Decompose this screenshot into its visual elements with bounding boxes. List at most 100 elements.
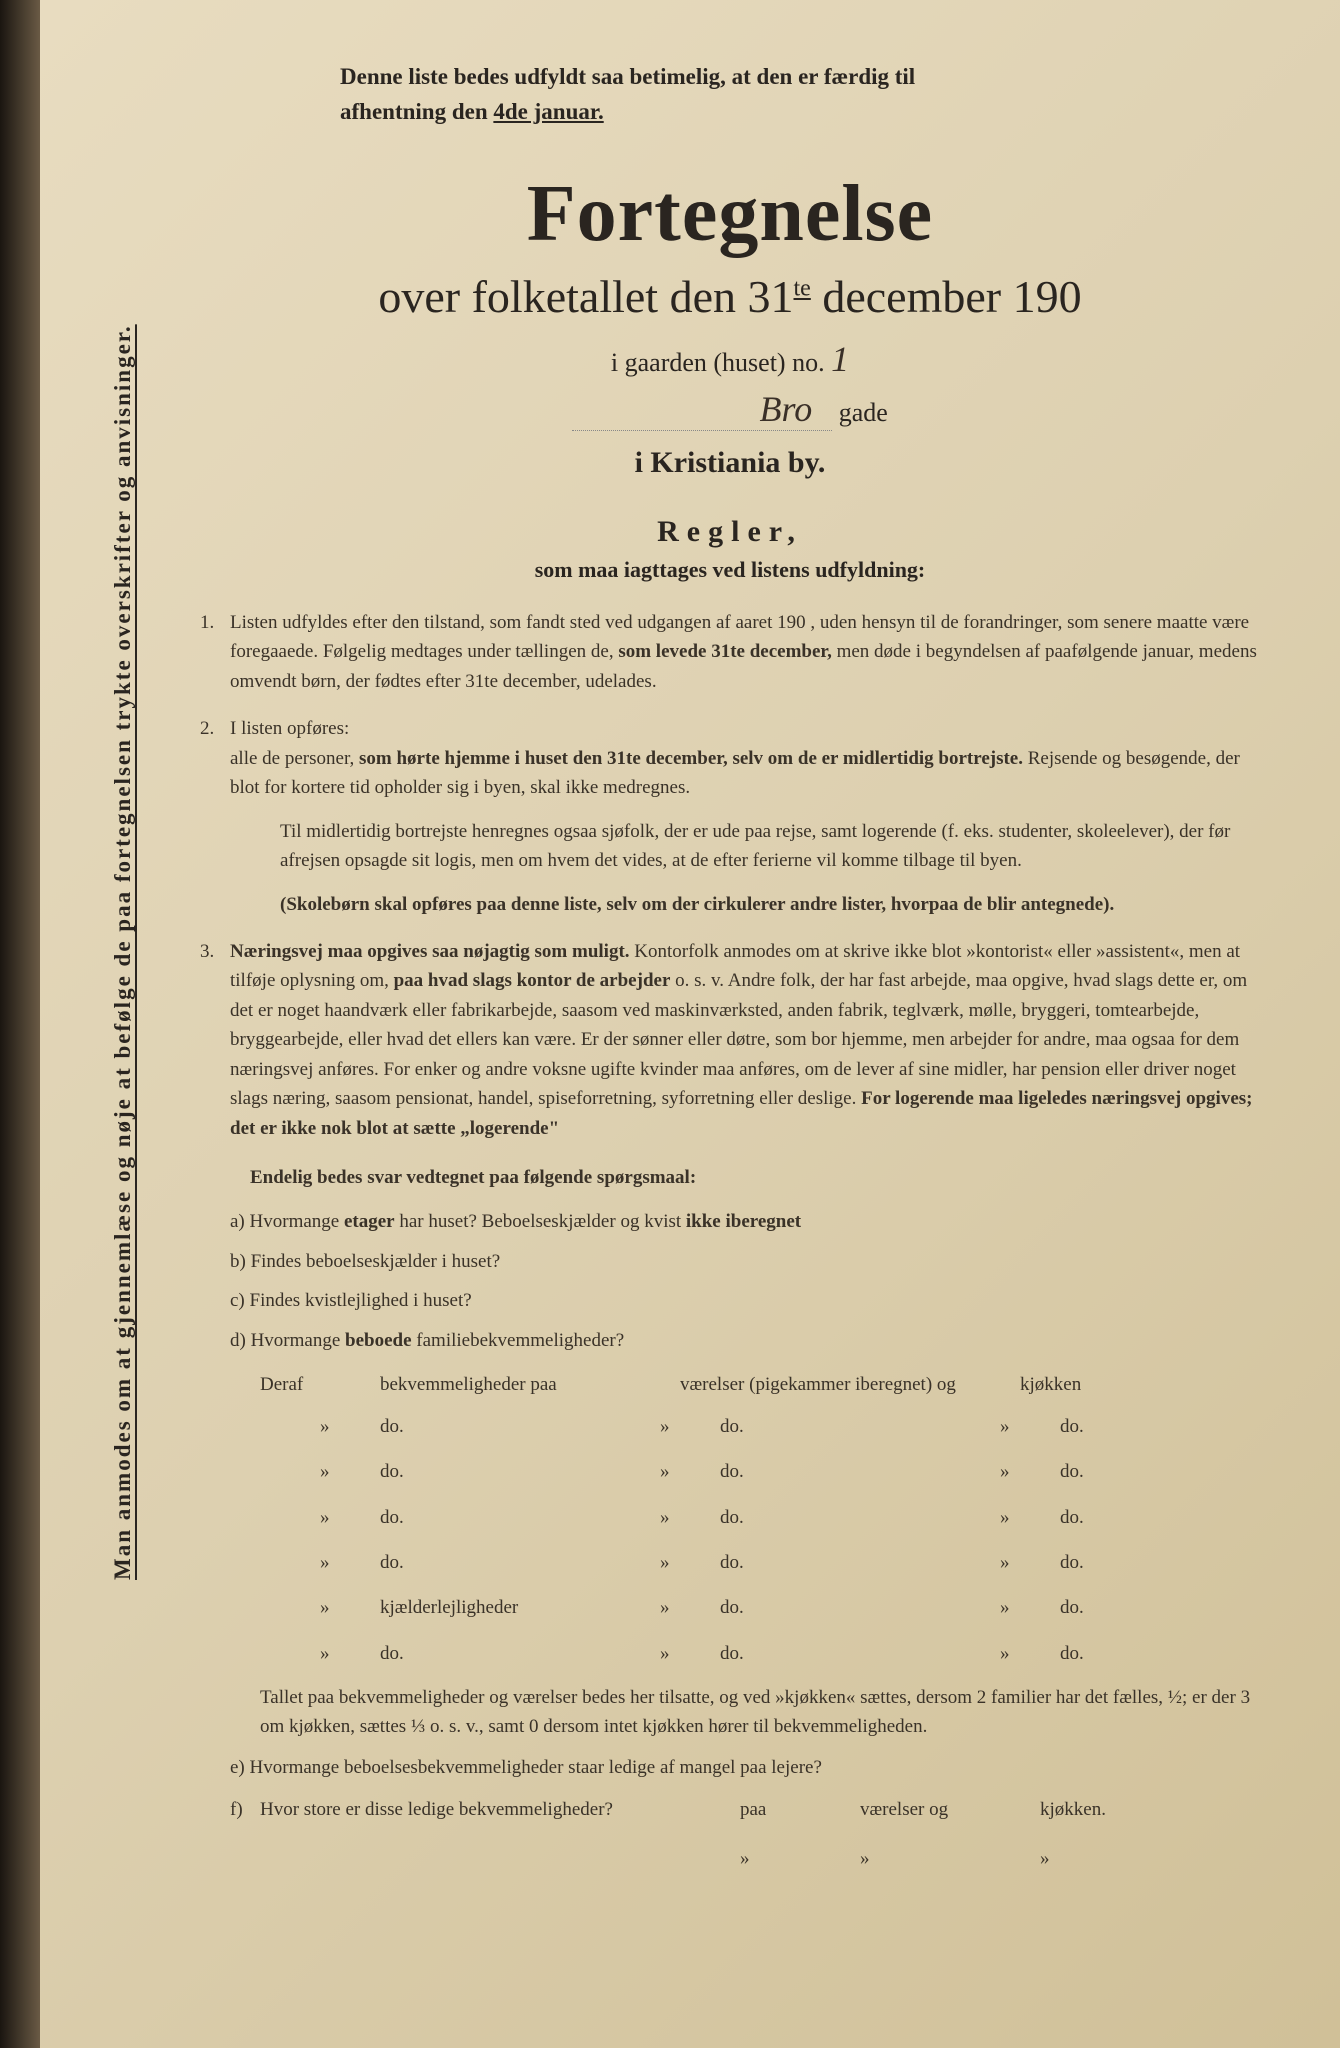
gade-label: gade bbox=[839, 398, 888, 427]
tr-glyph: » bbox=[660, 1457, 720, 1486]
rule-1-bold: som levede 31te december, bbox=[618, 641, 832, 662]
tr-glyph: » bbox=[320, 1412, 380, 1441]
street-line: Bro gade bbox=[200, 388, 1260, 431]
rule-3-bold1: Næringsvej maa opgives saa nøjagtig som … bbox=[230, 941, 630, 962]
tr-c4: do. bbox=[720, 1593, 1000, 1622]
question-c: c) Findes kvistlejlighed i huset? bbox=[230, 1286, 1260, 1315]
city-line: i Kristiania by. bbox=[200, 446, 1260, 480]
table-row: » do. » do. » do. bbox=[260, 1639, 1260, 1668]
street-name-value: Bro bbox=[572, 388, 832, 431]
qe-text: Hvormange beboelsesbekvemmeligheder staa… bbox=[250, 1757, 822, 1778]
rule-3-bold2: paa hvad slags kontor de arbejder bbox=[394, 970, 671, 991]
tr-glyph: » bbox=[1000, 1548, 1060, 1577]
question-d: d) Hvormange beboede familiebekvemmeligh… bbox=[230, 1326, 1260, 1355]
rule-2-para1: alle de personer, som hørte hjemme i hus… bbox=[230, 744, 1260, 803]
qd-letter: d) bbox=[230, 1330, 246, 1351]
tr-c4: do. bbox=[720, 1639, 1000, 1668]
th-1: Deraf bbox=[260, 1370, 380, 1399]
question-b: b) Findes beboelseskjælder i huset? bbox=[230, 1247, 1260, 1276]
bottom-glyph-row: » » » bbox=[200, 1844, 1260, 1873]
endelig-title: Endelig bedes svar vedtegnet paa følgend… bbox=[200, 1163, 1260, 1192]
tr-glyph: » bbox=[1000, 1412, 1060, 1441]
tr-glyph: » bbox=[320, 1548, 380, 1577]
tr-c4: do. bbox=[720, 1548, 1000, 1577]
qd-post: familiebekvemmeligheder? bbox=[412, 1330, 625, 1351]
question-f: f) Hvor store er disse ledige bekvemmeli… bbox=[200, 1795, 1260, 1824]
tr-glyph: » bbox=[1000, 1639, 1060, 1668]
qf-letter: f) bbox=[230, 1795, 260, 1824]
tr-c4: do. bbox=[720, 1503, 1000, 1532]
table-header: Deraf bekvemmeligheder paa værelser (pig… bbox=[260, 1370, 1260, 1399]
th-3: værelser (pigekammer iberegnet) og bbox=[680, 1370, 1020, 1399]
glyph: » bbox=[740, 1844, 860, 1873]
notice-line-1: Denne liste bedes udfyldt saa betimelig,… bbox=[340, 64, 915, 89]
qd-pre: Hvormange bbox=[251, 1330, 345, 1351]
qf-c1: paa bbox=[740, 1795, 860, 1824]
subtitle: over folketallet den 31te december 190 bbox=[200, 270, 1260, 323]
vertical-margin-note: Man anmodes om at gjennemlæse og nøje at… bbox=[110, 280, 136, 1580]
qa-mid: har huset? Beboelseskjælder og kvist bbox=[395, 1211, 686, 1232]
glyph: » bbox=[1040, 1844, 1180, 1873]
question-a: a) Hvormange etager har huset? Beboelses… bbox=[230, 1207, 1260, 1236]
tr-glyph: » bbox=[320, 1593, 380, 1622]
qa-letter: a) bbox=[230, 1211, 245, 1232]
tr-c4: do. bbox=[720, 1457, 1000, 1486]
qa-bold: etager bbox=[344, 1211, 395, 1232]
tr-c2: do. bbox=[380, 1503, 660, 1532]
qf-c3: kjøkken. bbox=[1040, 1795, 1180, 1824]
tr-c6: do. bbox=[1060, 1457, 1200, 1486]
question-e: e) Hvormange beboelsesbekvemmeligheder s… bbox=[200, 1753, 1260, 1782]
qc-letter: c) bbox=[230, 1290, 245, 1311]
tr-glyph: » bbox=[660, 1548, 720, 1577]
tr-c6: do. bbox=[1060, 1593, 1200, 1622]
table-row: » do. » do. » do. bbox=[260, 1457, 1260, 1486]
house-number-line: i gaarden (huset) no. 1 bbox=[200, 338, 1260, 380]
rule-2-p1-pre: alle de personer, bbox=[230, 748, 359, 769]
gaarden-label: i gaarden (huset) no. bbox=[611, 348, 831, 377]
qd-bold: beboede bbox=[345, 1330, 412, 1351]
tr-glyph: » bbox=[1000, 1593, 1060, 1622]
tr-c6: do. bbox=[1060, 1548, 1200, 1577]
table-section: Deraf bekvemmeligheder paa værelser (pig… bbox=[200, 1370, 1260, 1668]
subtitle-sup: te bbox=[794, 276, 811, 302]
tr-glyph: » bbox=[1000, 1457, 1060, 1486]
rule-3: 3. Næringsvej maa opgives saa nøjagtig s… bbox=[200, 937, 1260, 1143]
table-row: » do. » do. » do. bbox=[260, 1548, 1260, 1577]
tr-glyph: » bbox=[660, 1503, 720, 1532]
tr-glyph: » bbox=[660, 1639, 720, 1668]
rules-list: 1. Listen udfyldes efter den tilstand, s… bbox=[200, 608, 1260, 1874]
th-2: bekvemmeligheder paa bbox=[380, 1370, 680, 1399]
table-row: » kjælderlejligheder » do. » do. bbox=[260, 1593, 1260, 1622]
tr-glyph: » bbox=[320, 1639, 380, 1668]
tr-c2: kjælderlejligheder bbox=[380, 1593, 660, 1622]
main-title: Fortegnelse bbox=[200, 169, 1260, 260]
binding-edge bbox=[0, 0, 40, 2048]
table-row: » do. » do. » do. bbox=[260, 1412, 1260, 1441]
tr-glyph: » bbox=[320, 1503, 380, 1532]
tr-c2: do. bbox=[380, 1457, 660, 1486]
rules-subtitle: som maa iagttages ved listens udfyldning… bbox=[200, 557, 1260, 583]
tr-c2: do. bbox=[380, 1639, 660, 1668]
rule-2-p1-bold: som hørte hjemme i huset den 31te decemb… bbox=[359, 748, 1023, 769]
glyph: » bbox=[860, 1844, 1040, 1873]
house-number-value: 1 bbox=[831, 339, 849, 379]
tr-c4: do. bbox=[720, 1412, 1000, 1441]
qf-text: Hvor store er disse ledige bekvemmelighe… bbox=[260, 1795, 740, 1824]
qe-letter: e) bbox=[230, 1757, 245, 1778]
tr-glyph: » bbox=[660, 1593, 720, 1622]
rule-2-intro: I listen opføres: bbox=[230, 718, 349, 739]
qa-pre: Hvormange bbox=[250, 1211, 344, 1232]
qf-c2: værelser og bbox=[860, 1795, 1040, 1824]
rule-1: 1. Listen udfyldes efter den tilstand, s… bbox=[200, 608, 1260, 696]
rule-1-number: 1. bbox=[200, 608, 214, 637]
rule-2-para2: Til midlertidig bortrejste henregnes ogs… bbox=[230, 817, 1260, 876]
rule-3-number: 3. bbox=[200, 937, 214, 966]
qa-bold2: ikke iberegnet bbox=[686, 1211, 801, 1232]
rule-2: 2. I listen opføres: alle de personer, s… bbox=[200, 714, 1260, 919]
tr-glyph: » bbox=[660, 1412, 720, 1441]
footer-paragraph: Tallet paa bekvemmeligheder og værelser … bbox=[200, 1684, 1260, 1741]
document-page: Man anmodes om at gjennemlæse og nøje at… bbox=[40, 0, 1340, 2048]
tr-glyph: » bbox=[320, 1457, 380, 1486]
tr-c6: do. bbox=[1060, 1639, 1200, 1668]
tr-c6: do. bbox=[1060, 1503, 1200, 1532]
